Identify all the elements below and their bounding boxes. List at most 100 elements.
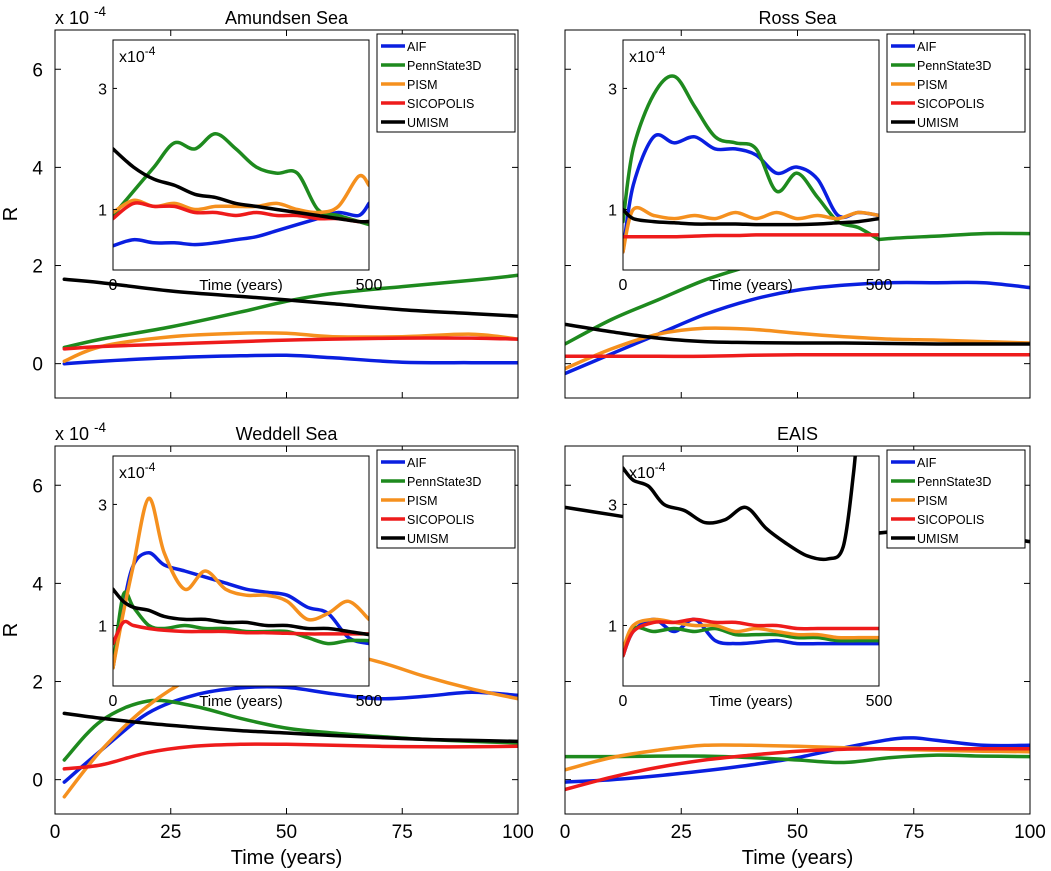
series-line-aif bbox=[565, 736, 1030, 784]
inset-series-line-umism bbox=[623, 456, 858, 562]
x-tick-label: 75 bbox=[392, 822, 413, 843]
inset-series-line-umism bbox=[113, 587, 369, 637]
legend-label-pism: PISM bbox=[407, 78, 438, 92]
x-tick-label: 25 bbox=[160, 822, 181, 843]
inset-series-group bbox=[623, 74, 879, 254]
legend-label-aif: AIF bbox=[917, 456, 937, 470]
main-series-group bbox=[62, 273, 518, 366]
legend-label-aif: AIF bbox=[407, 456, 427, 470]
legend-label-sicopolis: SICOPOLIS bbox=[407, 97, 474, 111]
x-tick-label: 50 bbox=[787, 822, 808, 843]
series-line-aif bbox=[62, 353, 518, 366]
inset-series-line-sicopolis bbox=[623, 233, 879, 239]
series-line-sicopolis bbox=[62, 742, 518, 771]
legend: AIF PennState3D PISM SICOPOLIS UMISM bbox=[376, 33, 516, 133]
legend-label-umism: UMISM bbox=[407, 532, 449, 546]
inset-frame bbox=[112, 455, 370, 687]
inset-series-line-pennstate3d bbox=[113, 132, 369, 227]
series-line-umism bbox=[62, 277, 518, 318]
plot-frame bbox=[54, 29, 519, 399]
legend: AIF PennState3D PISM SICOPOLIS UMISM bbox=[376, 449, 516, 549]
inset-series-line-sicopolis bbox=[113, 619, 369, 646]
y-tick-label: 4 bbox=[32, 574, 43, 595]
panel-title: Amundsen Sea bbox=[225, 8, 349, 28]
inset-y-tick-label: 3 bbox=[98, 497, 107, 514]
y-tick-label: 6 bbox=[32, 476, 43, 497]
inset-series-line-pism bbox=[623, 617, 879, 652]
legend-label-pennstate3d: PennState3D bbox=[917, 475, 991, 489]
legend-label-sicopolis: SICOPOLIS bbox=[407, 513, 474, 527]
inset-plot: 0 500 1 3 x10-4 Time (years) bbox=[98, 455, 383, 710]
inset-y-tick-label: 3 bbox=[98, 81, 107, 98]
y-axis-label: R bbox=[0, 623, 22, 637]
x-tick-label: 100 bbox=[1014, 822, 1046, 843]
inset-series-line-pennstate3d bbox=[113, 590, 369, 670]
inset-series-line-pism bbox=[623, 205, 879, 254]
inset-frame bbox=[112, 39, 370, 271]
plot-frame bbox=[564, 29, 1031, 399]
inset-series-line-umism bbox=[623, 207, 879, 227]
x-tick-label: 50 bbox=[276, 822, 297, 843]
inset-scale-label: x10-4 bbox=[119, 44, 156, 66]
inset-series-line-pism bbox=[113, 496, 369, 670]
legend-label-pennstate3d: PennState3D bbox=[407, 59, 481, 73]
legend-label-aif: AIF bbox=[917, 40, 937, 54]
inset-x-axis-label: Time (years) bbox=[199, 693, 283, 710]
y-tick-label: 0 bbox=[32, 771, 43, 792]
inset-frame bbox=[622, 39, 880, 271]
series-line-umism bbox=[62, 711, 518, 744]
series-line-pism bbox=[565, 743, 1030, 772]
x-tick-label: 100 bbox=[502, 822, 534, 843]
inset-x-tick-label: 500 bbox=[866, 277, 893, 294]
legend-label-pism: PISM bbox=[917, 494, 948, 508]
panel-title: EAIS bbox=[777, 424, 818, 444]
legend-label-umism: UMISM bbox=[917, 532, 959, 546]
plot-frame bbox=[564, 445, 1031, 815]
x-tick-label: 75 bbox=[903, 822, 924, 843]
inset-plot: 0 500 1 3 x10-4 Time (years) bbox=[608, 39, 893, 294]
x-tick-label: 25 bbox=[671, 822, 692, 843]
inset-y-tick-label: 1 bbox=[98, 202, 107, 219]
x-tick-label: 0 bbox=[560, 822, 571, 843]
legend-label-pennstate3d: PennState3D bbox=[917, 59, 991, 73]
x-axis-label: Time (years) bbox=[231, 847, 342, 869]
legend-label-pism: PISM bbox=[917, 78, 948, 92]
inset-series-line-aif bbox=[113, 201, 369, 248]
inset-y-tick-label: 3 bbox=[608, 497, 617, 514]
inset-x-axis-label: Time (years) bbox=[199, 277, 283, 294]
legend-label-umism: UMISM bbox=[407, 116, 449, 130]
inset-x-tick-label: 0 bbox=[109, 693, 118, 710]
inset-y-tick-label: 1 bbox=[98, 618, 107, 635]
panel-ross-sea: Ross Sea 0 500 1 3 x10-4 Time (years) AIF PennSt… bbox=[564, 8, 1031, 399]
series-line-sicopolis bbox=[565, 353, 1030, 359]
y-tick-label: 2 bbox=[32, 673, 43, 694]
legend-label-umism: UMISM bbox=[917, 116, 959, 130]
panel-amundsen-sea: Amundsen Sea x 10 -4 R 0 2 4 6 0 500 1 3 x10-4 Time … bbox=[0, 4, 519, 399]
inset-x-tick-label: 0 bbox=[109, 277, 118, 294]
y-tick-label: 6 bbox=[32, 60, 43, 81]
inset-x-tick-label: 500 bbox=[866, 693, 893, 710]
inset-plot: 0 500 1 3 x10-4 Time (years) bbox=[98, 39, 382, 294]
panel-eais: EAIS Time (years) 0 25 50 75 100 0 500 1 3 x10-4 Tim… bbox=[560, 424, 1046, 869]
inset-series-line-sicopolis bbox=[623, 617, 879, 658]
inset-scale-label: x10-4 bbox=[119, 460, 156, 482]
y-tick-label: 0 bbox=[32, 355, 43, 376]
y-tick-label: 4 bbox=[32, 158, 43, 179]
plot-frame bbox=[54, 445, 519, 815]
main-series-group bbox=[565, 231, 1030, 376]
legend-label-pennstate3d: PennState3D bbox=[407, 475, 481, 489]
inset-series-line-aif bbox=[623, 133, 879, 254]
y-scale-label: x 10 -4 bbox=[55, 4, 107, 28]
inset-x-tick-label: 500 bbox=[356, 693, 383, 710]
y-scale-label: x 10 -4 bbox=[55, 420, 107, 444]
legend: AIF PennState3D PISM SICOPOLIS UMISM bbox=[886, 449, 1026, 549]
inset-scale-label: x10-4 bbox=[629, 460, 666, 482]
legend-label-pism: PISM bbox=[407, 494, 438, 508]
legend-label-aif: AIF bbox=[407, 40, 427, 54]
series-line-pennstate3d bbox=[565, 753, 1030, 765]
inset-background bbox=[113, 456, 369, 686]
inset-y-tick-label: 3 bbox=[608, 81, 617, 98]
inset-plot: 0 500 1 3 x10-4 Time (years) bbox=[608, 455, 893, 710]
